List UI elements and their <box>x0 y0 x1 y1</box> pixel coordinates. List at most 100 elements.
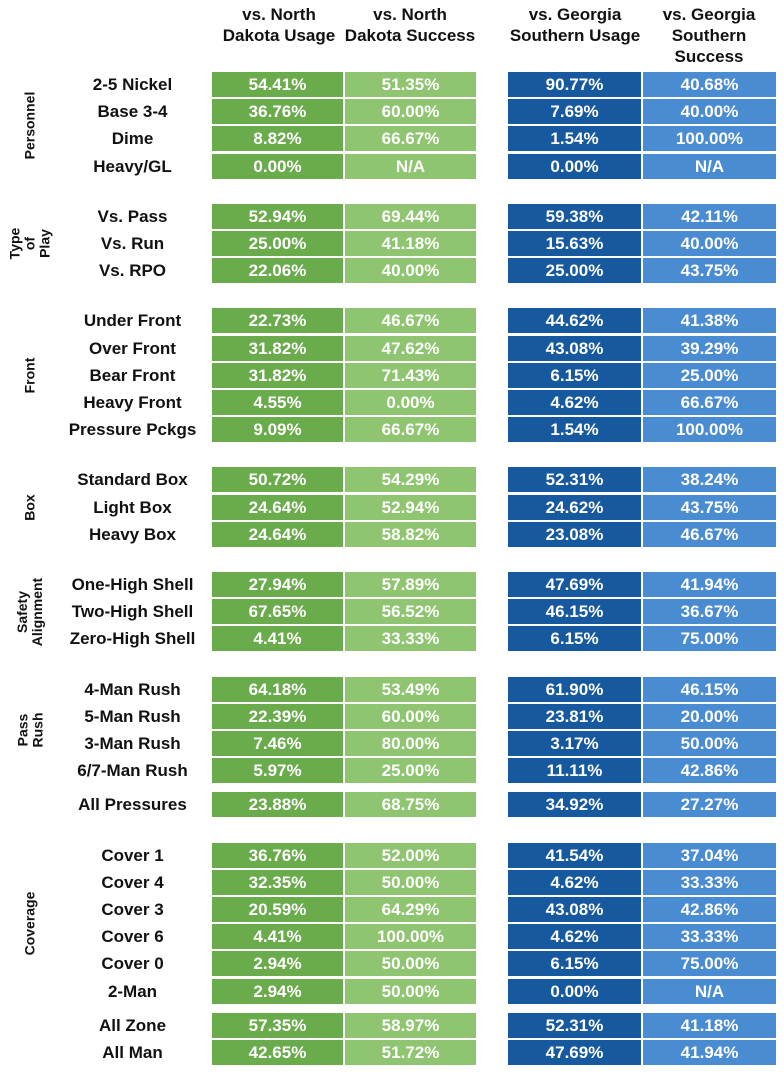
gs-usage-cell: 52.31% <box>508 1012 641 1038</box>
gs-success-cell: 46.15% <box>643 676 776 702</box>
nd-usage-cell: 64.18% <box>212 676 343 702</box>
nd-success-cell: 66.67% <box>345 126 476 152</box>
category-label: Front <box>0 308 60 442</box>
nd-usage-cell: 36.76% <box>212 842 343 868</box>
category-label: Type of Play <box>0 204 60 283</box>
nd-success-cell: 58.97% <box>345 1012 476 1038</box>
row-label: Over Front <box>89 338 176 358</box>
gs-usage-cell: 44.62% <box>508 308 641 334</box>
gs-success-cell: 41.38% <box>643 308 776 334</box>
gs-success-cell: N/A <box>643 978 776 1004</box>
gs-success-cell: 42.11% <box>643 203 776 229</box>
category-label: Coverage <box>0 843 60 1004</box>
row-label: Pressure Pckgs <box>68 420 197 440</box>
gs-usage-cell: 41.54% <box>508 842 641 868</box>
gs-success-cell: 39.29% <box>643 335 776 361</box>
nd-success-cell: N/A <box>345 153 476 179</box>
gs-success-cell: 75.00% <box>643 951 776 977</box>
gs-usage-cell: 15.63% <box>508 231 641 256</box>
row-label: Heavy/GL <box>93 156 172 176</box>
gs-success-cell: 33.33% <box>643 869 776 895</box>
nd-success-cell: 60.00% <box>345 703 476 729</box>
gs-usage-cell: 4.62% <box>508 869 641 895</box>
row-label: Vs. Pass <box>97 206 168 226</box>
gs-usage-cell: 23.08% <box>508 521 641 547</box>
row-label: Under Front <box>83 311 182 331</box>
gs-success-cell: 43.75% <box>643 494 776 520</box>
gs-usage-cell: 43.08% <box>508 897 641 922</box>
gs-success-cell: N/A <box>643 153 776 179</box>
nd-usage-cell: 9.09% <box>212 417 343 443</box>
gs-usage-cell: 6.15% <box>508 951 641 977</box>
gs-usage-cell: 4.62% <box>508 924 641 950</box>
gs-usage-cell: 46.15% <box>508 599 641 625</box>
nd-success-cell: 66.67% <box>345 417 476 443</box>
category-label: Box <box>0 467 60 546</box>
nd-usage-cell: 8.82% <box>212 126 343 152</box>
row-label: 5-Man Rush <box>84 706 181 726</box>
nd-success-cell: 52.94% <box>345 494 476 520</box>
nd-success-cell: 47.62% <box>345 335 476 361</box>
nd-success-cell: 60.00% <box>345 99 476 125</box>
category-label-text: Box <box>21 493 38 521</box>
gs-usage-cell: 0.00% <box>508 978 641 1004</box>
nd-success-cell: 56.52% <box>345 599 476 625</box>
category-label: Pass Rush <box>0 677 60 784</box>
header-gs-usage: vs. Georgia Southern Usage <box>509 5 641 45</box>
nd-success-cell: 69.44% <box>345 203 476 229</box>
nd-usage-cell: 24.64% <box>212 521 343 547</box>
gs-success-cell: 46.67% <box>643 521 776 547</box>
row-label: Vs. RPO <box>98 261 167 281</box>
gs-success-cell: 66.67% <box>643 390 776 415</box>
gs-usage-cell: 4.62% <box>508 390 641 415</box>
nd-usage-cell: 22.73% <box>212 308 343 334</box>
nd-usage-cell: 24.64% <box>212 494 343 520</box>
nd-success-cell: 0.00% <box>345 390 476 415</box>
gs-success-cell: 50.00% <box>643 731 776 756</box>
row-label: 2-5 Nickel <box>92 75 173 94</box>
header-nd-success: vs. North Dakota Success <box>344 5 476 45</box>
gs-usage-cell: 52.31% <box>508 467 641 493</box>
gs-usage-cell: 0.00% <box>508 153 641 179</box>
nd-usage-cell: 67.65% <box>212 599 343 625</box>
nd-success-cell: 71.43% <box>345 362 476 388</box>
nd-usage-cell: 54.41% <box>212 72 343 97</box>
nd-success-cell: 54.29% <box>345 467 476 493</box>
nd-usage-cell: 4.41% <box>212 924 343 950</box>
nd-usage-cell: 0.00% <box>212 153 343 179</box>
nd-usage-cell: 50.72% <box>212 467 343 493</box>
row-label: 2-Man <box>107 981 158 1001</box>
nd-usage-cell: 2.94% <box>212 978 343 1004</box>
gs-success-cell: 38.24% <box>643 467 776 493</box>
gs-usage-cell: 11.11% <box>508 758 641 784</box>
nd-success-cell: 25.00% <box>345 758 476 784</box>
gs-usage-cell: 61.90% <box>508 676 641 702</box>
nd-success-cell: 57.89% <box>345 572 476 597</box>
gs-success-cell: 27.27% <box>643 792 776 818</box>
row-label: Heavy Box <box>89 524 176 544</box>
nd-usage-cell: 2.94% <box>212 951 343 977</box>
gs-success-cell: 20.00% <box>643 703 776 729</box>
gs-success-cell: 40.00% <box>643 99 776 125</box>
nd-usage-cell: 22.39% <box>212 703 343 729</box>
row-label: Standard Box <box>77 470 188 490</box>
gs-success-cell: 41.94% <box>643 1040 776 1065</box>
gs-success-cell: 41.94% <box>643 572 776 597</box>
category-label-text: Type of Play <box>6 227 53 260</box>
gs-success-cell: 43.75% <box>643 258 776 284</box>
gs-usage-cell: 7.69% <box>508 99 641 125</box>
category-label-text: Coverage <box>21 891 38 955</box>
nd-success-cell: 50.00% <box>345 978 476 1004</box>
gs-usage-cell: 6.15% <box>508 362 641 388</box>
row-label: Cover 4 <box>101 872 164 892</box>
category-label: Personnel <box>0 72 60 179</box>
row-label: Vs. Run <box>100 234 165 253</box>
row-label: Bear Front <box>89 365 176 385</box>
nd-success-cell: 46.67% <box>345 308 476 334</box>
row-label: All Pressures <box>78 795 187 815</box>
row-label: Two-High Shell <box>71 602 194 622</box>
header-gs-success: vs. Georgia Southern Success <box>662 5 756 66</box>
row-label: All Zone <box>98 1015 167 1035</box>
nd-usage-cell: 22.06% <box>212 258 343 284</box>
nd-success-cell: 58.82% <box>345 521 476 547</box>
